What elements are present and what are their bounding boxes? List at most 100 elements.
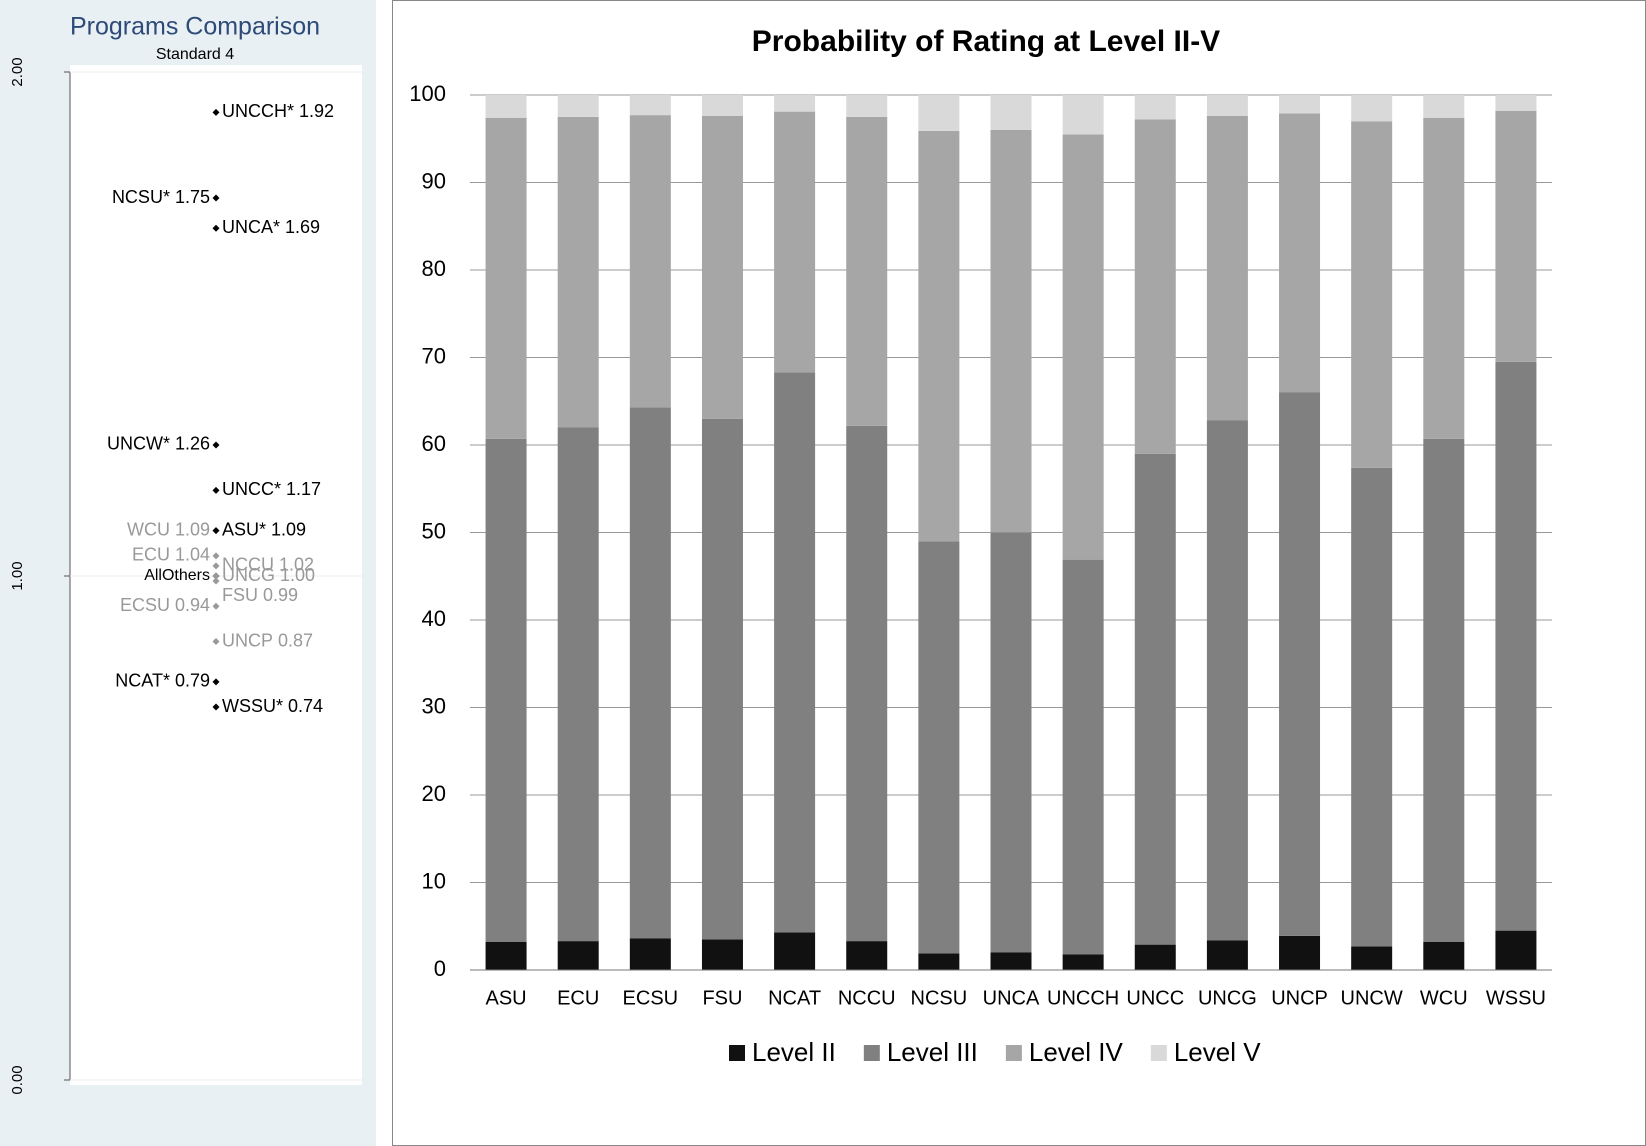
- point: [212, 552, 220, 560]
- point-label: WSSU*: [222, 696, 283, 716]
- bar-segment: [629, 407, 671, 939]
- data-label: 1.00: [280, 565, 315, 585]
- bar-segment: [774, 932, 816, 970]
- bar-segment: [1134, 453, 1176, 945]
- bar-segment: [557, 427, 599, 942]
- bar-segment: [1134, 95, 1176, 120]
- bar-segment: [918, 953, 960, 970]
- point-label: ECSU: [120, 595, 170, 615]
- legend-label: Level III: [887, 1037, 978, 1067]
- y-tick-label: 0.00: [9, 1065, 26, 1094]
- data-label: 0.79: [175, 671, 210, 691]
- point-label: FSU: [222, 585, 258, 605]
- point: [212, 572, 220, 580]
- point: [212, 703, 220, 711]
- chart-subtitle: Standard 4: [156, 46, 234, 63]
- point-label: WCU: [127, 519, 170, 539]
- point: [212, 638, 220, 646]
- data-label: 1.09: [271, 519, 306, 539]
- legend-swatch: [729, 1045, 745, 1061]
- bar-segment: [557, 941, 599, 970]
- legend-swatch: [863, 1045, 880, 1061]
- bar-segment: [774, 372, 816, 933]
- y-tick-label: 50: [422, 518, 446, 543]
- bar-segment: [1134, 119, 1176, 454]
- point: [212, 194, 220, 202]
- bar-segment: [629, 938, 671, 970]
- point: [212, 562, 220, 570]
- x-tick-label: WCU: [1420, 987, 1468, 1009]
- data-label: 0.74: [288, 696, 323, 716]
- y-tick-label: 90: [422, 168, 446, 193]
- x-tick-label: ASU: [486, 987, 527, 1009]
- bar-segment: [1423, 942, 1465, 970]
- bar-segment: [1351, 95, 1393, 122]
- bar-segment: [629, 95, 671, 116]
- point: [212, 224, 220, 232]
- y-tick-label: 30: [422, 693, 446, 718]
- bar-segment: [1279, 95, 1321, 114]
- bar-segment: [990, 95, 1032, 130]
- bar-segment: [1134, 944, 1176, 970]
- y-tick-label: 2.00: [9, 57, 26, 86]
- point: [212, 527, 220, 535]
- point-label: ASU*: [222, 519, 266, 539]
- y-tick-label: 100: [409, 81, 446, 106]
- data-label: 0.99: [263, 585, 298, 605]
- bar-segment: [1206, 940, 1248, 970]
- bar-segment: [557, 116, 599, 428]
- bar-segment: [485, 438, 527, 942]
- legend-swatch: [1150, 1045, 1167, 1061]
- bar-segment: [1423, 117, 1465, 439]
- bar-segment: [846, 95, 888, 117]
- legend-label: Level V: [1174, 1037, 1261, 1067]
- point: [212, 441, 220, 449]
- point: [212, 577, 220, 585]
- chart-title: Programs Comparison: [70, 13, 320, 41]
- bar-segment: [1279, 392, 1321, 936]
- legend-label: Level II: [752, 1037, 836, 1067]
- point: [212, 486, 220, 494]
- y-tick-label: 70: [422, 343, 446, 368]
- bar-segment: [1351, 467, 1393, 947]
- x-tick-label: WSSU: [1486, 987, 1546, 1009]
- bar-segment: [990, 532, 1032, 953]
- bar-segment: [1279, 113, 1321, 393]
- bar-segment: [1279, 935, 1321, 970]
- bar-segment: [701, 95, 743, 116]
- legend-swatch: [1005, 1045, 1022, 1061]
- bar-segment: [774, 111, 816, 373]
- bar-segment: [1495, 95, 1537, 111]
- x-tick-label: ECU: [557, 987, 599, 1009]
- y-tick-label: 0: [434, 956, 446, 981]
- data-label: 1.09: [175, 519, 210, 539]
- x-tick-label: UNCW: [1341, 987, 1403, 1009]
- point-label: ECU: [132, 545, 170, 565]
- bar-segment: [918, 130, 960, 542]
- bar-segment: [1351, 121, 1393, 468]
- data-label: 1.26: [175, 434, 210, 454]
- point-label: UNCW*: [107, 434, 170, 454]
- bar-segment: [1495, 361, 1537, 931]
- data-label: 1.02: [279, 555, 314, 575]
- bar-segment: [1423, 95, 1465, 118]
- bar-segment: [1062, 559, 1104, 955]
- data-label: 1.69: [285, 217, 320, 237]
- y-tick-label: 20: [422, 781, 446, 806]
- bar-segment: [1206, 95, 1248, 116]
- bar-segment: [1062, 954, 1104, 970]
- x-tick-label: NCSU: [911, 987, 968, 1009]
- point: [212, 108, 220, 116]
- x-tick-label: UNCG: [1198, 987, 1257, 1009]
- y-tick-label: 1.00: [9, 561, 26, 590]
- bar-segment: [1206, 420, 1248, 941]
- chart-title: Probability of Rating at Level II-V: [752, 25, 1220, 58]
- point-label: UNCP: [222, 630, 273, 650]
- bar-segment: [846, 941, 888, 970]
- point: [212, 678, 220, 686]
- bar-segment: [990, 130, 1032, 533]
- point-label: UNCCH*: [222, 101, 294, 121]
- x-tick-label: UNCC: [1126, 987, 1184, 1009]
- bar-segment: [1495, 110, 1537, 362]
- bar-segment: [1423, 438, 1465, 942]
